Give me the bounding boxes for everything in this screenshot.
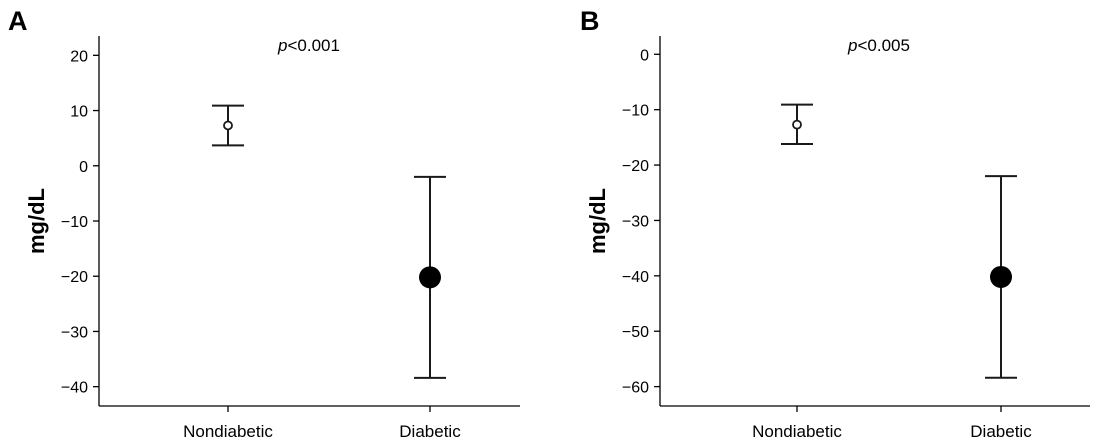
x-tick-label: Nondiabetic bbox=[183, 422, 273, 441]
y-tick-label: 10 bbox=[70, 104, 88, 121]
y-tick-label: 20 bbox=[70, 48, 88, 65]
y-tick-label: −40 bbox=[622, 269, 649, 286]
mean-marker-open bbox=[223, 120, 233, 131]
panel-label: B bbox=[580, 6, 600, 36]
y-tick-label: 0 bbox=[640, 47, 649, 64]
panel-label: A bbox=[8, 6, 28, 36]
mean-marker-filled bbox=[419, 266, 441, 289]
y-tick-label: −20 bbox=[61, 269, 88, 286]
y-tick-label: 0 bbox=[79, 159, 88, 176]
x-tick-label: Diabetic bbox=[970, 422, 1032, 441]
y-tick-label: −30 bbox=[622, 213, 649, 230]
p-value-text: <0.001 bbox=[287, 36, 339, 55]
y-tick-label: −30 bbox=[61, 324, 88, 341]
mean-marker-filled bbox=[990, 265, 1012, 288]
x-tick-label: Nondiabetic bbox=[752, 422, 842, 441]
y-axis-title: mg/dL bbox=[24, 188, 49, 254]
y-tick-label: −10 bbox=[61, 214, 88, 231]
panel-b: B 0 −10 −20 −30 −40 −50 −60 Nondiabetic Diabetic m… bbox=[580, 6, 1090, 441]
p-value-annotation: p<0.005 bbox=[847, 36, 910, 55]
y-tick-label: −60 bbox=[622, 380, 649, 397]
y-tick-label: −40 bbox=[61, 380, 88, 397]
panel-a: A 20 10 0 −10 −20 −30 −40 Nondiabetic Diabetic mg/… bbox=[8, 6, 520, 441]
mean-marker-open bbox=[792, 119, 802, 130]
x-tick-label: Diabetic bbox=[399, 422, 461, 441]
p-value-symbol: p bbox=[277, 36, 287, 55]
y-tick-label: −10 bbox=[622, 103, 649, 120]
y-axis-title: mg/dL bbox=[585, 188, 610, 254]
p-value-annotation: p<0.001 bbox=[277, 36, 340, 55]
p-value-text: <0.005 bbox=[857, 36, 909, 55]
y-tick-label: −20 bbox=[622, 158, 649, 175]
p-value-symbol: p bbox=[847, 36, 857, 55]
y-tick-label: −50 bbox=[622, 324, 649, 341]
